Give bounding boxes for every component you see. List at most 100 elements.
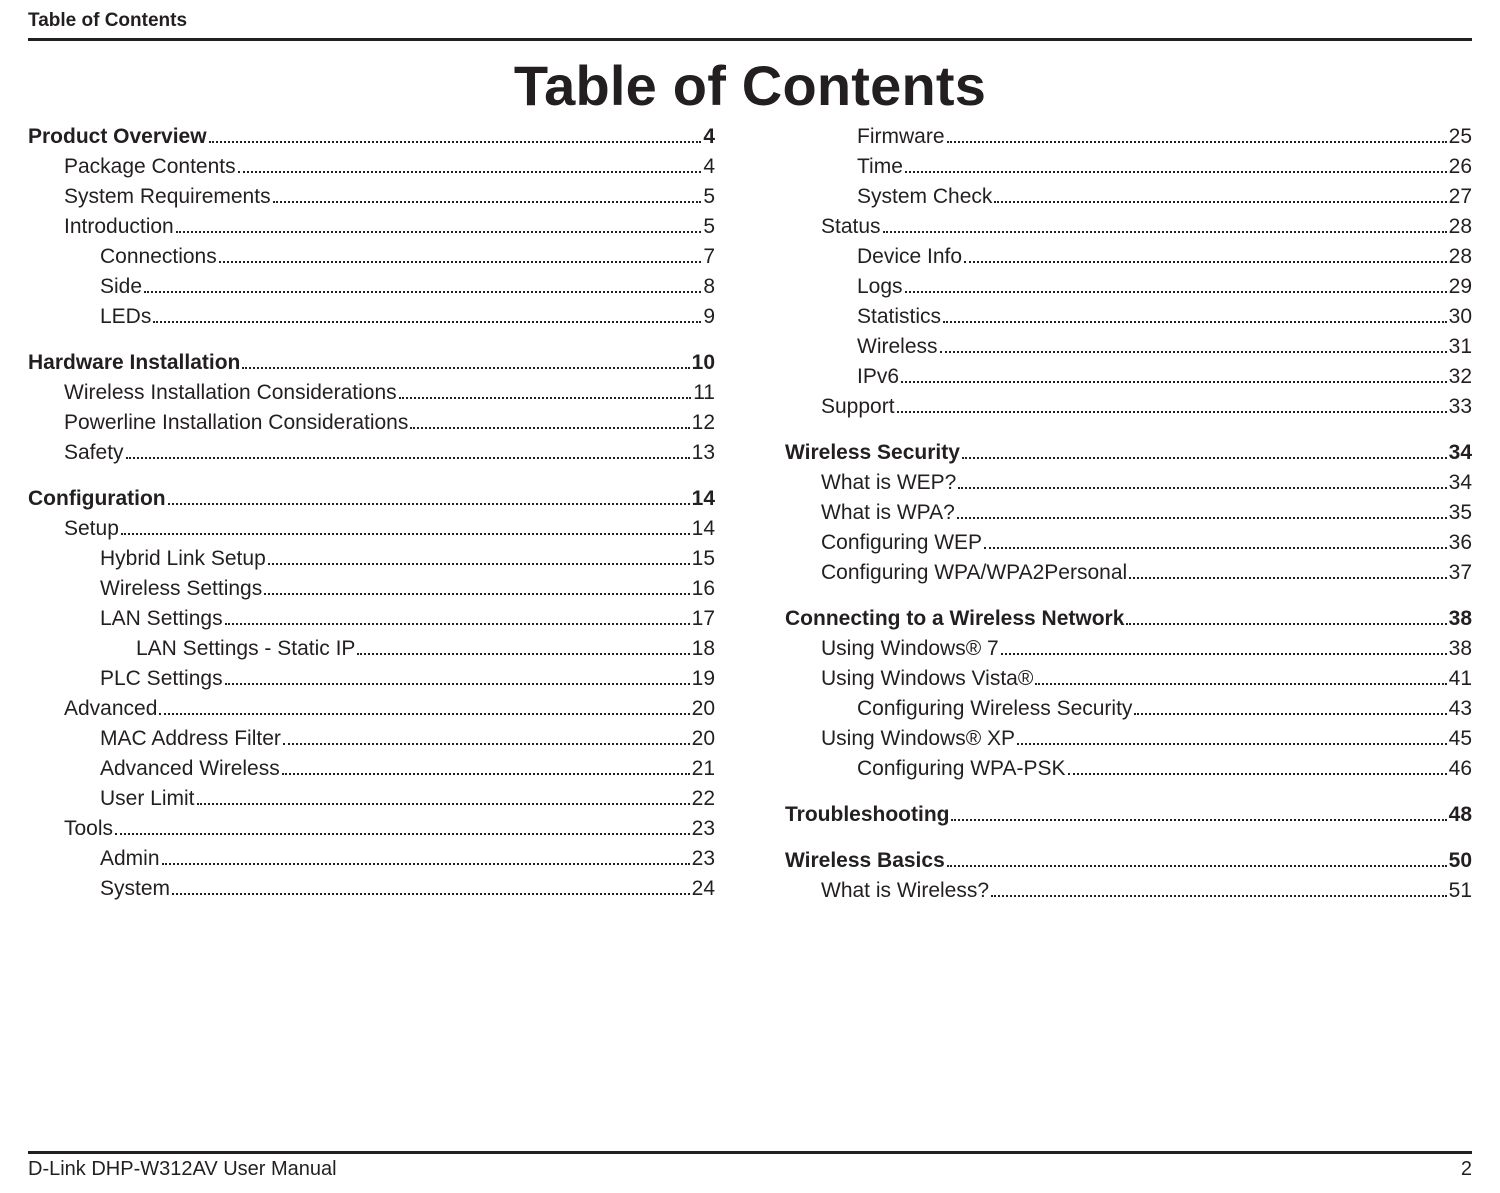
toc-entry: Connecting to a Wireless Network38 [785, 608, 1472, 630]
toc-page: 15 [692, 548, 715, 569]
toc-label: Using Windows® 7 [821, 638, 999, 659]
toc-entry: Logs29 [785, 276, 1472, 298]
page: Table of Contents Table of Contents Prod… [0, 0, 1500, 1193]
toc-page: 8 [703, 276, 715, 297]
toc-leader-dots [121, 533, 690, 535]
toc-leader-dots [984, 547, 1447, 549]
toc-leader-dots [901, 381, 1447, 383]
toc-entry: Hardware Installation10 [28, 352, 715, 374]
toc-entry: Device Info 28 [785, 246, 1472, 268]
toc-label: MAC Address Filter [100, 728, 281, 749]
toc-page: 34 [1449, 442, 1472, 463]
toc-columns: Product Overview4Package Contents4System… [28, 126, 1472, 902]
toc-page: 50 [1449, 850, 1472, 871]
toc-page: 32 [1449, 366, 1472, 387]
toc-entry: Using Windows Vista®41 [785, 668, 1472, 690]
toc-page: 37 [1449, 562, 1472, 583]
toc-leader-dots [219, 261, 702, 263]
toc-label: Wireless Settings [100, 578, 262, 599]
toc-leader-dots [282, 773, 690, 775]
toc-label: Package Contents [64, 156, 236, 177]
toc-entry: Setup14 [28, 518, 715, 540]
toc-label: Tools [64, 818, 113, 839]
toc-entry: What is WPA?35 [785, 502, 1472, 524]
toc-page: 51 [1449, 880, 1472, 901]
toc-leader-dots [162, 863, 690, 865]
toc-entry: Introduction5 [28, 216, 715, 238]
toc-leader-dots [242, 367, 689, 369]
toc-leader-dots [897, 411, 1447, 413]
toc-label: Troubleshooting [785, 804, 949, 825]
toc-leader-dots [962, 457, 1447, 459]
toc-label: Wireless Basics [785, 850, 945, 871]
toc-label: Device Info [857, 246, 962, 267]
toc-leader-dots [153, 321, 701, 323]
toc-label: Wireless Security [785, 442, 960, 463]
toc-label: Using Windows® XP [821, 728, 1015, 749]
toc-page: 31 [1449, 336, 1472, 357]
toc-column-right: Firmware25Time26System Check27Status28De… [785, 126, 1472, 902]
toc-label: LAN Settings [100, 608, 223, 629]
toc-leader-dots [410, 427, 689, 429]
footer-left: D-Link DHP-W312AV User Manual [28, 1158, 337, 1181]
toc-leader-dots [1068, 773, 1447, 775]
toc-label: Statistics [857, 306, 941, 327]
toc-label: IPv6 [857, 366, 899, 387]
toc-page: 16 [692, 578, 715, 599]
toc-entry: Configuring WPA-PSK 46 [785, 758, 1472, 780]
toc-leader-dots [268, 563, 690, 565]
toc-entry: Tools 23 [28, 818, 715, 840]
toc-entry: PLC Settings 19 [28, 668, 715, 690]
toc-page: 20 [692, 698, 715, 719]
toc-page: 28 [1449, 246, 1472, 267]
toc-entry: MAC Address Filter 20 [28, 728, 715, 750]
toc-label: Configuring WPA-PSK [857, 758, 1066, 779]
toc-page: 5 [703, 216, 715, 237]
toc-entry: IPv6 32 [785, 366, 1472, 388]
toc-leader-dots [905, 291, 1447, 293]
toc-leader-dots [1017, 743, 1447, 745]
toc-page: 30 [1449, 306, 1472, 327]
toc-entry: Configuration14 [28, 488, 715, 510]
toc-label: Hybrid Link Setup [100, 548, 266, 569]
toc-entry: Troubleshooting48 [785, 804, 1472, 826]
toc-entry: Statistics 30 [785, 306, 1472, 328]
toc-entry: User Limit22 [28, 788, 715, 810]
toc-leader-dots [947, 865, 1447, 867]
toc-page: 33 [1449, 396, 1472, 417]
toc-page: 11 [693, 382, 715, 403]
toc-label: PLC Settings [100, 668, 223, 689]
toc-label: What is WEP? [821, 472, 956, 493]
toc-entry: Wireless Security 34 [785, 442, 1472, 464]
toc-entry: Hybrid Link Setup 15 [28, 548, 715, 570]
toc-page: 17 [692, 608, 715, 629]
toc-leader-dots [951, 819, 1446, 821]
footer-page-number: 2 [1461, 1158, 1472, 1181]
toc-leader-dots [958, 487, 1446, 489]
toc-label: Side [100, 276, 142, 297]
toc-label: System Check [857, 186, 992, 207]
toc-entry: LEDs9 [28, 306, 715, 328]
toc-page: 23 [692, 818, 715, 839]
toc-leader-dots [947, 141, 1447, 143]
toc-leader-dots [957, 517, 1447, 519]
toc-leader-dots [126, 457, 690, 459]
toc-leader-dots [357, 653, 689, 655]
toc-entry: Firmware25 [785, 126, 1472, 148]
toc-page: 46 [1449, 758, 1472, 779]
toc-entry: Wireless Basics 50 [785, 850, 1472, 872]
toc-entry: Status28 [785, 216, 1472, 238]
toc-page: 4 [703, 126, 715, 147]
toc-entry: Wireless31 [785, 336, 1472, 358]
toc-label: Configuration [28, 488, 166, 509]
toc-leader-dots [883, 231, 1447, 233]
toc-leader-dots [940, 351, 1447, 353]
toc-page: 24 [692, 878, 715, 899]
toc-leader-dots [399, 397, 692, 399]
toc-label: Support [821, 396, 895, 417]
toc-entry: Using Windows® 738 [785, 638, 1472, 660]
toc-page: 23 [692, 848, 715, 869]
toc-label: Advanced [64, 698, 157, 719]
toc-page: 20 [692, 728, 715, 749]
toc-leader-dots [172, 893, 690, 895]
